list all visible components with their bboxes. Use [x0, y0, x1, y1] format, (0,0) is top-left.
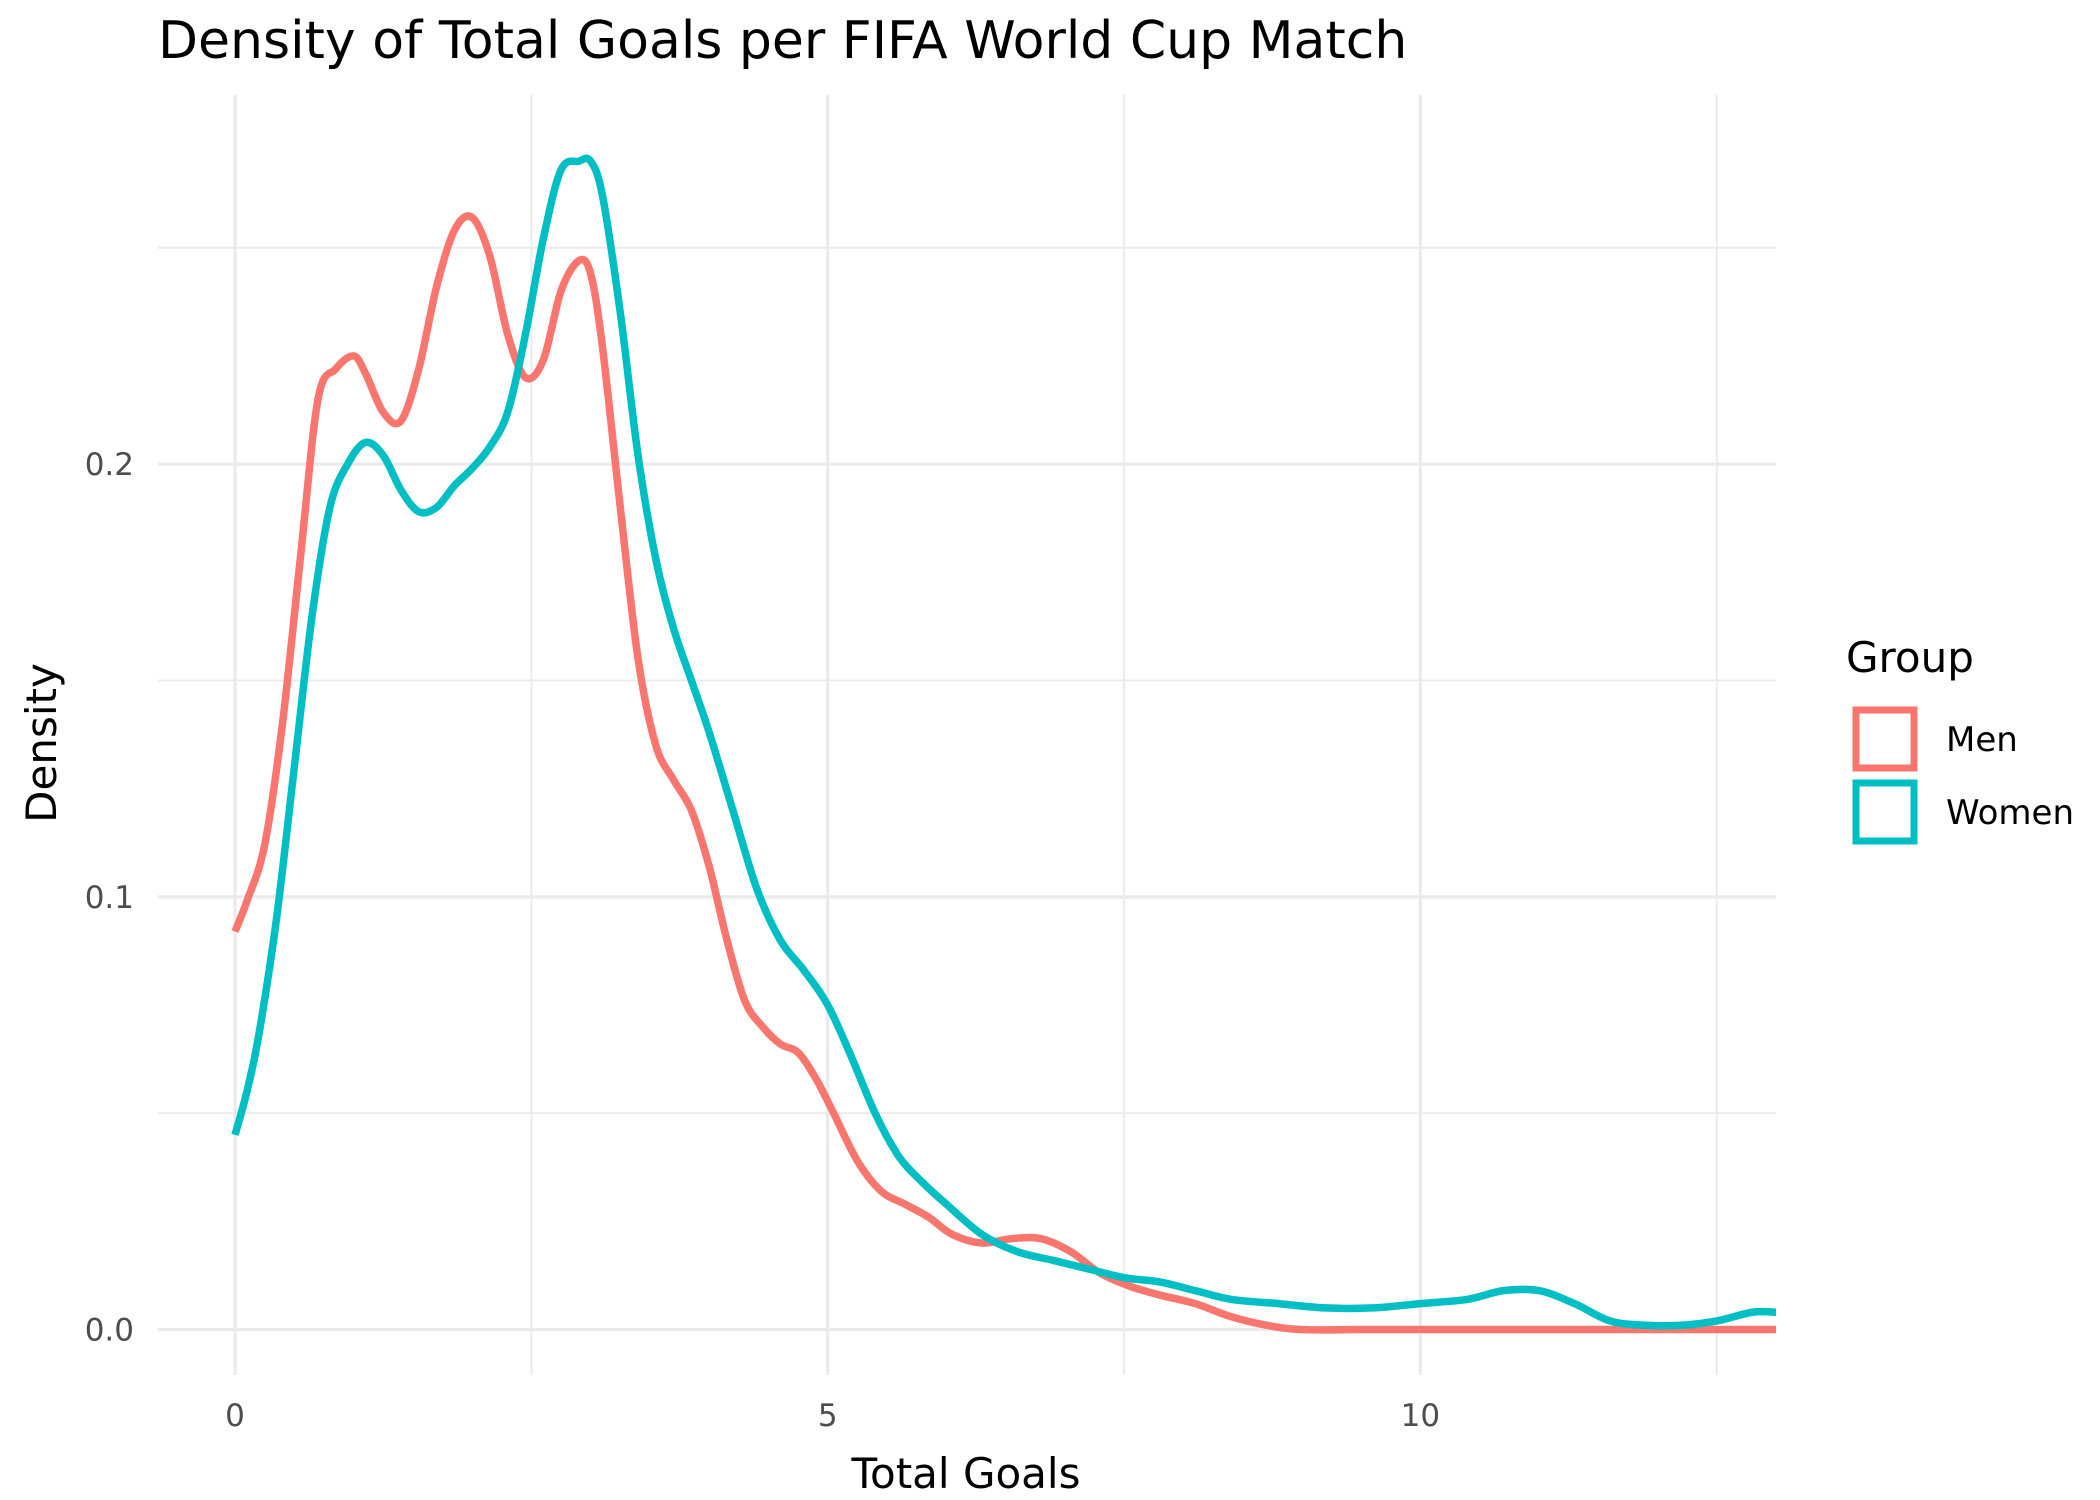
minor-grid: [158, 95, 1776, 1375]
y-axis-ticks: 0.0 0.1 0.2: [85, 447, 134, 1348]
y-tick-label: 0.2: [85, 447, 134, 483]
major-grid: [158, 95, 1776, 1375]
x-tick-label: 10: [1401, 1398, 1440, 1434]
legend-label-men: Men: [1946, 720, 2018, 760]
x-axis-ticks: 0 5 10: [225, 1398, 1440, 1434]
legend-key-women: [1852, 779, 1918, 845]
y-tick-label: 0.0: [85, 1313, 134, 1349]
series-line-women: [231, 154, 1777, 1330]
legend-title: Group: [1846, 633, 1974, 682]
series-line-men: [231, 212, 1776, 1334]
legend-items: Men Women: [1852, 706, 2074, 845]
x-tick-label: 5: [818, 1398, 838, 1434]
y-tick-label: 0.1: [85, 880, 134, 916]
x-axis-title: Total Goals: [851, 1449, 1081, 1498]
x-tick-label: 0: [225, 1398, 245, 1434]
legend-key-men: [1852, 706, 1918, 772]
legend-label-women: Women: [1946, 793, 2074, 833]
y-axis-title: Density: [17, 663, 66, 823]
chart-title: Density of Total Goals per FIFA World Cu…: [158, 11, 1407, 71]
series-lines: [231, 154, 1777, 1334]
legend: Group Men Women: [1846, 633, 2074, 845]
